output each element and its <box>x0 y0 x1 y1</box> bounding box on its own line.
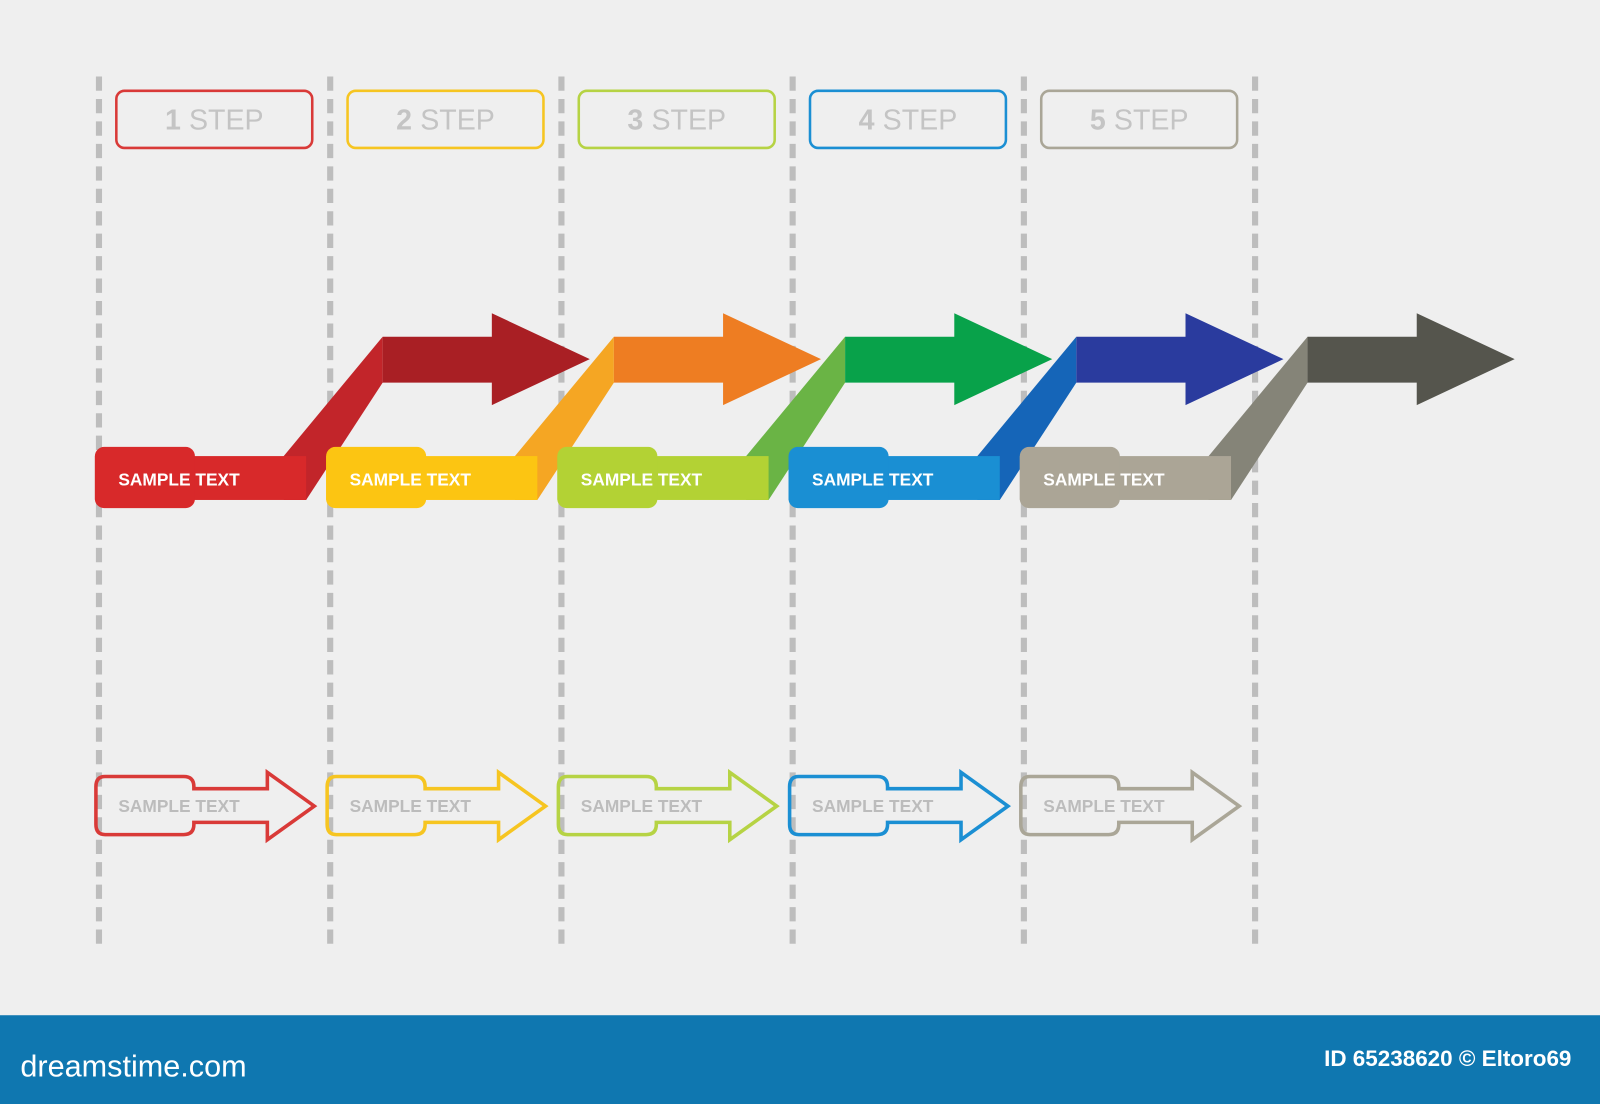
step-header-box <box>346 89 545 150</box>
band-tab <box>94 446 195 509</box>
band-text: SAMPLE TEXT <box>812 470 934 490</box>
step-number: 3 <box>627 105 643 137</box>
step-word: STEP <box>651 105 726 137</box>
step-word: STEP <box>420 105 495 137</box>
step-number: 4 <box>859 105 875 137</box>
step-arrow <box>382 313 590 406</box>
step-arrow <box>613 313 822 406</box>
step-arrow <box>1076 313 1284 406</box>
step-arrow <box>1307 313 1515 406</box>
band-text: SAMPLE TEXT <box>118 470 240 490</box>
band-diagonal <box>977 336 1077 500</box>
footer: dreamstime.com ID 65238620 © Eltoro69 <box>0 1015 1600 1104</box>
footer-bar <box>0 1015 1600 1104</box>
outline-arrow <box>94 768 318 844</box>
step-word: STEP <box>883 105 958 137</box>
step-header-label: 2 STEP <box>396 105 495 137</box>
band-text: SAMPLE TEXT <box>350 470 472 490</box>
step-header-box <box>115 89 314 150</box>
band-text: SAMPLE TEXT <box>1043 470 1165 490</box>
outline-arrow <box>787 768 1012 844</box>
band-diagonal <box>1208 336 1308 500</box>
step-word: STEP <box>1114 105 1189 137</box>
step-word: STEP <box>189 105 264 137</box>
step-header-label: 3 STEP <box>627 105 726 137</box>
outline-arrow-text: SAMPLE TEXT <box>350 796 472 816</box>
footer-credit: ID 65238620 © Eltoro69 <box>1324 1046 1571 1071</box>
step-header-box <box>577 89 776 150</box>
outline-arrow <box>1019 768 1243 844</box>
step-arrow <box>845 313 1053 406</box>
outline-arrow-text: SAMPLE TEXT <box>1043 796 1165 816</box>
step-number: 5 <box>1090 105 1106 137</box>
outline-arrow <box>325 768 549 844</box>
outline-arrow <box>556 768 780 844</box>
step-header-box <box>1039 89 1239 150</box>
step-header-box <box>808 89 1008 150</box>
outline-arrow-text: SAMPLE TEXT <box>581 796 703 816</box>
outline-arrow-text: SAMPLE TEXT <box>812 796 934 816</box>
step-header-label: 1 STEP <box>165 105 264 137</box>
outline-arrow-text: SAMPLE TEXT <box>118 796 240 816</box>
footer-brand: dreamstime.com <box>20 1049 246 1083</box>
band-diagonal <box>283 336 383 500</box>
band-text: SAMPLE TEXT <box>581 470 703 490</box>
band-tab <box>1019 446 1120 509</box>
band-tab <box>326 446 427 509</box>
step-number: 2 <box>396 105 412 137</box>
step-header-label: 4 STEP <box>859 105 958 137</box>
step-header-label: 5 STEP <box>1090 105 1189 137</box>
band-tab <box>788 446 889 509</box>
band-tab <box>557 446 658 509</box>
step-5: 5 STEP SAMPLE TEXT SAMPLE TEXT <box>1019 89 1515 844</box>
step-number: 1 <box>165 105 181 137</box>
band-diagonal <box>746 336 846 500</box>
band-diagonal <box>514 336 614 500</box>
